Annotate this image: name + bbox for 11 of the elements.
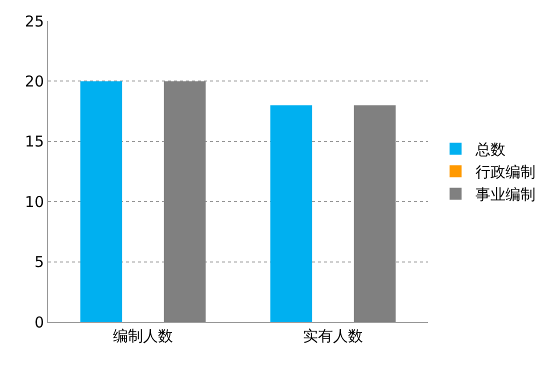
y-tick-label: 10 [24, 192, 44, 211]
legend-label: 事业编制 [476, 186, 536, 204]
y-tick-label: 5 [34, 253, 44, 272]
y-tick-label: 25 [24, 12, 44, 30]
y-tick-label: 20 [24, 72, 44, 90]
y-tick-label: 15 [24, 132, 44, 151]
x-tick-label: 实有人数 [303, 327, 363, 345]
legend-label: 行政编制 [476, 163, 536, 182]
x-tick-label: 编制人数 [113, 327, 173, 345]
legend-label: 总数 [474, 140, 506, 159]
y-tick-label: 0 [34, 313, 44, 332]
